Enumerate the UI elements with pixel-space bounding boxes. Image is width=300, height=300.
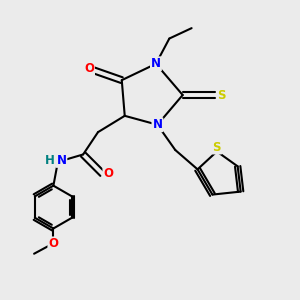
Text: S: S bbox=[217, 88, 226, 101]
Text: N: N bbox=[151, 57, 161, 70]
Text: O: O bbox=[48, 237, 59, 250]
Text: S: S bbox=[213, 140, 221, 154]
Text: H: H bbox=[45, 154, 55, 167]
Text: O: O bbox=[84, 62, 94, 75]
Text: N: N bbox=[56, 154, 66, 167]
Text: N: N bbox=[152, 118, 162, 131]
Text: O: O bbox=[103, 167, 113, 180]
